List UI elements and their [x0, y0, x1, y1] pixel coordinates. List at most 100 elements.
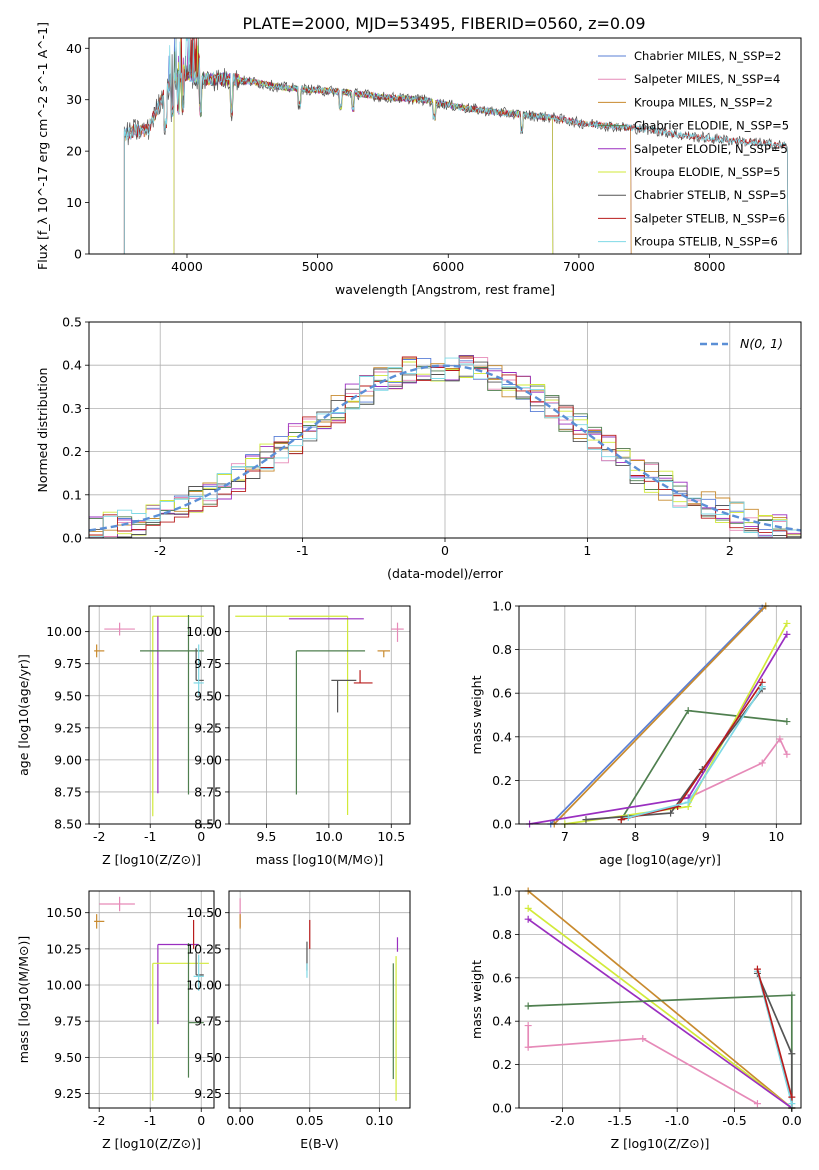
mass-weight-vs-Z-ytick-label-1: 0.2: [492, 1057, 512, 1072]
spectrum-ytick-label-3: 30: [66, 92, 82, 107]
age-vs-Z-ytick-label-3: 9.25: [54, 720, 82, 735]
mass-weight-vs-age-ytick-label-1: 0.2: [492, 773, 512, 788]
mass-weight-vs-age-marker-2-1: [758, 759, 766, 767]
spectrum-xtick-label-0: 4000: [171, 259, 203, 274]
residual-ylabel: Normed distribution: [35, 368, 50, 493]
mass-weight-vs-age-axes-frame: [518, 605, 802, 825]
spectrum-legend-label-1: Salpeter MILES, N_SSP=4: [634, 72, 780, 86]
age-vs-Z-ytick-label-0: 8.50: [54, 817, 82, 832]
residuals-xtick-label-2: 0: [441, 543, 449, 558]
mass-weight-vs-Z-series-4: [527, 1025, 758, 1105]
mass-weight-vs-age-ytick-label-5: 1.0: [492, 599, 512, 614]
mass-vs-Z-xtick-label-1: -1: [144, 1113, 156, 1128]
mass-weight-vs-Z-ytick-label-4: 0.8: [492, 927, 512, 942]
age-vs-mass-xtick-label-2: 10.5: [377, 829, 405, 844]
mass-weight-vs-age-marker-6-0: [582, 816, 590, 824]
mass-weight-vs-age-series-2: [687, 737, 788, 799]
mass-vs-EBV-xtick-label-1: 0.05: [296, 1113, 324, 1128]
mass-weight-vs-age-ytick-label-3: 0.6: [492, 686, 512, 701]
figure-title: PLATE=2000, MJD=53495, FIBERID=0560, z=0…: [242, 14, 645, 33]
mass-weight-vs-age-ytick-label-2: 0.4: [492, 729, 512, 744]
mass-vs-EBV-ytick-label-1: 9.50: [194, 1050, 222, 1065]
mass-weight-vs-Z-marker-3-1: [788, 991, 796, 999]
mass-vs-Z-ytick-label-3: 10.00: [46, 978, 82, 993]
age-vs-Z-ytick-label-1: 8.75: [54, 784, 82, 799]
mass-vs-EBV-xtick-label-0: 0.00: [226, 1113, 254, 1128]
gaussian-curve: [88, 364, 802, 532]
spectrum-legend-label-5: Kroupa ELODIE, N_SSP=5: [634, 165, 780, 179]
residuals-ytick-label-2: 0.2: [62, 444, 82, 459]
mass-weight-vs-Z-ytick-label-2: 0.4: [492, 1014, 512, 1029]
mass-vs-EBV-xtick-label-2: 0.10: [365, 1113, 393, 1128]
age-vs-mass-xtick-label-0: 9.5: [257, 829, 277, 844]
mass-weight-vs-age-marker-3-1: [684, 707, 692, 715]
mass-weight-vs-Z-axes-frame: [518, 890, 802, 1109]
mass-vs-Z-ytick-label-4: 10.25: [46, 941, 82, 956]
mass-vs-Z-ylabel: mass [log10(M/M⊙)]: [16, 936, 31, 1064]
residuals-xtick-label-1: -1: [296, 543, 308, 558]
mass-weight-vs-Z-xlabel: Z [log10(Z/Z⊙)]: [611, 1136, 710, 1151]
mass-weight-vs-age-marker-4-2: [783, 630, 791, 638]
mass-vs-EBV-ytick-label-5: 10.50: [186, 905, 222, 920]
spectrum-xtick-label-1: 5000: [302, 259, 334, 274]
residuals-ytick-label-0: 0.0: [62, 531, 82, 546]
mass-weight-vs-Z-xtick-label-3: -0.5: [722, 1113, 746, 1128]
residuals-ytick-label-5: 0.5: [62, 315, 82, 330]
mass-vs-Z-xlabel: Z [log10(Z/Z⊙)]: [102, 1136, 201, 1151]
spectrum-ytick-label-1: 10: [66, 195, 82, 210]
age-vs-Z-xtick-label-1: -1: [144, 829, 156, 844]
mass-weight-vs-Z-series-1: [527, 907, 793, 1108]
spectrum-legend-label-2: Kroupa MILES, N_SSP=2: [634, 95, 773, 109]
mass-weight-vs-Z-xtick-label-4: 0.0: [782, 1113, 802, 1128]
mass-weight-vs-age-marker-8-0: [624, 813, 632, 821]
spectrum-ytick-label-0: 0: [74, 247, 82, 262]
age-vs-mass-ytick-label-4: 9.50: [194, 688, 222, 703]
mass-weight-vs-Z-series-0: [527, 891, 793, 1108]
spectrum-xtick-label-3: 7000: [563, 259, 595, 274]
mass-vs-EBV-ytick-label-4: 10.25: [186, 941, 222, 956]
mass-vs-Z-ytick-label-0: 9.25: [54, 1086, 82, 1101]
mass-weight-vs-Z-marker-4-1: [524, 1043, 532, 1051]
residuals-xtick-label-3: 1: [583, 543, 591, 558]
residual-xlabel: (data-model)/error: [387, 566, 504, 581]
age-vs-mass-xlabel: mass [log10(M/M⊙)]: [256, 852, 384, 867]
mass-vs-EBV-xlabel: E(B-V): [300, 1136, 339, 1151]
mass-weight-vs-age-xtick-label-0: 7: [561, 829, 569, 844]
mass-vs-Z-xtick-label-2: 0: [197, 1113, 205, 1128]
mass-weight-vs-Z-marker-2-0: [524, 915, 532, 923]
age-vs-mass-ytick-label-1: 8.75: [194, 784, 222, 799]
mass-weight-vs-age-marker-7-0: [617, 816, 625, 824]
mass-weight-vs-Z-ylabel: mass weight: [469, 960, 484, 1039]
mass-weight-vs-age-marker-2-2: [776, 735, 784, 743]
age-vs-Z-xtick-label-0: -2: [93, 829, 105, 844]
mass-weight-vs-age-ylabel: mass weight: [469, 675, 484, 754]
mass-weight-vs-age-marker-5-2: [783, 619, 791, 627]
mass-weight-vs-Z-marker-4-0: [524, 1022, 532, 1030]
mass-weight-vs-Z-xtick-label-0: -2.0: [550, 1113, 574, 1128]
residual-legend-label: N(0, 1): [740, 336, 783, 351]
mass-vs-Z-ytick-label-5: 10.50: [46, 905, 82, 920]
mass-weight-vs-age-ytick-label-4: 0.8: [492, 642, 512, 657]
mass-weight-vs-age-xtick-label-3: 10: [768, 829, 784, 844]
residuals-xtick-label-4: 2: [726, 543, 734, 558]
age-vs-Z-ytick-label-4: 9.50: [54, 688, 82, 703]
residuals-ytick-label-1: 0.1: [62, 487, 82, 502]
spectrum-axes-frame: [88, 37, 802, 255]
age-vs-mass-ytick-label-5: 9.75: [194, 656, 222, 671]
mass-weight-vs-age-series-0: [550, 607, 763, 824]
age-vs-Z-ylabel: age [log10(age/yr)]: [16, 654, 31, 776]
spectrum-legend-label-8: Kroupa STELIB, N_SSP=6: [634, 235, 778, 249]
mass-weight-vs-Z-marker-1-0: [524, 904, 532, 912]
age-vs-mass-xtick-label-1: 10.0: [315, 829, 343, 844]
mass-weight-vs-Z-series-2: [527, 918, 793, 1108]
mass-weight-vs-Z-ytick-label-0: 0.0: [492, 1101, 512, 1116]
mass-weight-vs-Z-marker-4-3: [753, 1100, 761, 1108]
mass-weight-vs-age-series-1: [553, 606, 767, 824]
spectrum-xlabel: wavelength [Angstrom, rest frame]: [335, 282, 555, 297]
residual-histogram-6: [89, 361, 801, 538]
mass-weight-vs-age-marker-8-2: [758, 683, 766, 691]
mass-weight-vs-Z-xtick-label-2: -1.0: [665, 1113, 689, 1128]
mass-weight-vs-Z-xtick-label-1: -1.5: [608, 1113, 632, 1128]
age-vs-mass-ytick-label-0: 8.50: [194, 817, 222, 832]
